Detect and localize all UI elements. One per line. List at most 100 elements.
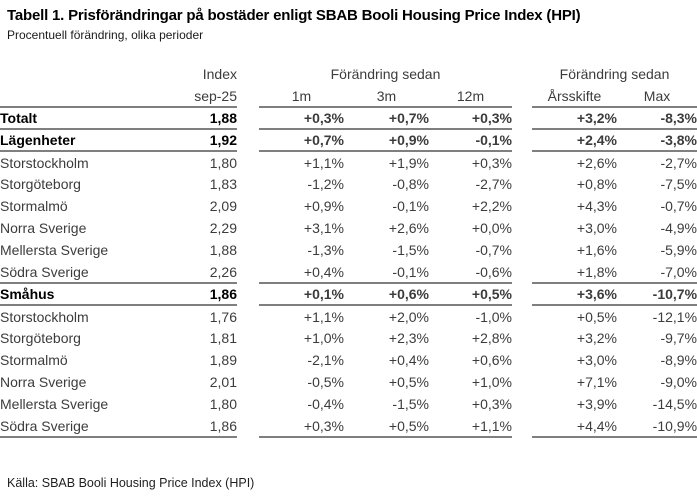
row-label: Totalt xyxy=(0,107,155,130)
change-value-v3: +0,5% xyxy=(344,415,429,438)
change-value-ytd: +1,6% xyxy=(576,242,618,258)
change-value-v1: -0,5% xyxy=(307,374,344,390)
column-gap xyxy=(237,305,259,327)
change-value-max: -14,5% xyxy=(652,396,697,412)
change-value-v1: +0,3% xyxy=(259,415,344,438)
header-spacer xyxy=(0,63,155,85)
column-gap xyxy=(512,107,532,129)
change-value-v1: -2,1% xyxy=(307,352,344,368)
row-label: Storstockholm xyxy=(0,154,89,171)
change-value-v1: +1,1% xyxy=(303,308,344,325)
change-value-v12: -0,6% xyxy=(429,261,513,284)
col-header-sep-25: sep-25 xyxy=(155,85,237,108)
change-value-v1: -1,3% xyxy=(307,242,344,258)
change-value-ytd: +0,5% xyxy=(576,308,618,325)
change-value-v1: +3,1% xyxy=(303,220,344,236)
change-value-v12: +0,3% xyxy=(471,396,513,412)
col-header-max: Max xyxy=(617,85,697,108)
change-value-max: -7,5% xyxy=(660,176,697,192)
change-value-v3: +0,4% xyxy=(388,352,429,368)
change-value-v3: -1,5% xyxy=(392,396,429,412)
change-value-max: -9,0% xyxy=(660,374,697,390)
change-value-ytd: +3,9% xyxy=(576,396,618,412)
header-row-groups: Index Förändring sedan Förändring sedan xyxy=(0,63,697,85)
row-label: Södra Sverige xyxy=(0,415,155,438)
change-value-ytd: +3,0% xyxy=(576,352,618,368)
change-value-v12: +0,6% xyxy=(471,352,513,368)
column-gap xyxy=(512,371,532,393)
change-value-v1: +0,9% xyxy=(303,198,344,214)
change-value-v12: -2,7% xyxy=(475,176,513,192)
change-value-max: -3,8% xyxy=(617,129,697,152)
change-value-v3: -0,8% xyxy=(392,176,429,192)
row-label: Södra Sverige xyxy=(0,261,155,284)
table-title: Tabell 1. Prisförändringar på bostäder e… xyxy=(7,7,581,24)
row-label: Storgöteborg xyxy=(0,176,81,192)
col-header-3m: 3m xyxy=(344,85,429,108)
table-row: Storgöteborg 1,83 -1,2% -0,8% -2,7% +0,8% -7,5… xyxy=(0,173,697,195)
index-value: 1,83 xyxy=(209,176,237,192)
price-table-body: Totalt 1,88 +0,3% +0,7% +0,3% +3,2% -8,3% Lägen… xyxy=(0,107,697,438)
row-label: Mellersta Sverige xyxy=(0,242,109,258)
column-gap xyxy=(237,63,259,85)
column-gap xyxy=(237,107,259,129)
table-row: Totalt 1,88 +0,3% +0,7% +0,3% +3,2% -8,3% xyxy=(0,107,697,130)
table-subtitle: Procentuell förändring, olika perioder xyxy=(7,28,204,42)
change-value-v3: +1,9% xyxy=(388,154,429,171)
column-gap xyxy=(237,349,259,371)
col-header-arsskifte: Årsskifte xyxy=(532,85,618,108)
row-label: Norra Sverige xyxy=(0,220,87,236)
column-gap xyxy=(512,195,532,217)
row-label: Storstockholm xyxy=(0,308,89,325)
change-value-v12: +2,8% xyxy=(471,330,513,346)
column-gap xyxy=(237,239,259,261)
table-row: Mellersta Sverige 1,88 -1,3% -1,5% -0,7% +1,6… xyxy=(0,239,697,261)
change-value-v1: +0,3% xyxy=(259,107,344,130)
change-value-v3: +0,9% xyxy=(344,129,429,152)
change-value-v12: -0,1% xyxy=(429,129,513,152)
change-value-ytd: +1,8% xyxy=(532,261,618,284)
col-header-12m: 12m xyxy=(429,85,513,108)
change-value-v12: +0,0% xyxy=(471,220,513,236)
column-gap xyxy=(512,349,532,371)
change-value-max: -8,3% xyxy=(617,107,697,130)
table-row: Storstockholm 1,80 +1,1% +1,9% +0,3% +2,6% -2,… xyxy=(0,151,697,173)
change-value-ytd: +4,3% xyxy=(576,198,618,214)
column-gap xyxy=(512,393,532,415)
index-value: 1,86 xyxy=(155,283,237,306)
change-value-v3: -1,5% xyxy=(392,242,429,258)
change-value-max: -4,9% xyxy=(660,220,697,236)
column-gap xyxy=(512,151,532,173)
change-value-max: -12,1% xyxy=(652,308,697,325)
row-label: Småhus xyxy=(0,283,155,306)
row-label: Storgöteborg xyxy=(0,330,81,346)
index-value: 2,09 xyxy=(209,198,237,214)
col-group-change-since-periods: Förändring sedan xyxy=(330,66,441,82)
change-value-v12: +0,3% xyxy=(471,154,513,171)
col-group-change-since-marks: Förändring sedan xyxy=(559,66,670,82)
column-gap xyxy=(237,283,259,305)
change-value-ytd: +2,4% xyxy=(532,129,618,152)
index-value: 1,92 xyxy=(155,129,237,152)
change-value-v1: +0,1% xyxy=(259,283,344,306)
price-change-table: Index Förändring sedan Förändring sedan … xyxy=(0,63,697,438)
change-value-ytd: +7,1% xyxy=(576,374,618,390)
change-value-ytd: +0,8% xyxy=(576,176,618,192)
table-row: Småhus 1,86 +0,1% +0,6% +0,5% +3,6% -10,7% xyxy=(0,283,697,306)
change-value-max: -0,7% xyxy=(660,198,697,214)
change-value-ytd: +4,4% xyxy=(532,415,618,438)
change-value-max: -7,0% xyxy=(617,261,697,284)
change-value-max: -5,9% xyxy=(660,242,697,258)
change-value-v3: +2,6% xyxy=(388,220,429,236)
change-value-v12: -0,7% xyxy=(475,242,513,258)
change-value-v12: +1,0% xyxy=(471,374,513,390)
table-row: Södra Sverige 1,86 +0,3% +0,5% +1,1% +4,4% -10… xyxy=(0,415,697,438)
table-row: Storgöteborg 1,81 +1,0% +2,3% +2,8% +3,2% -9,7… xyxy=(0,327,697,349)
row-label: Stormalmö xyxy=(0,198,68,214)
row-label: Stormalmö xyxy=(0,352,68,368)
column-gap xyxy=(512,305,532,327)
change-value-ytd: +3,0% xyxy=(576,220,618,236)
index-value: 1,88 xyxy=(209,242,237,258)
column-gap xyxy=(237,151,259,173)
change-value-v12: +0,3% xyxy=(429,107,513,130)
